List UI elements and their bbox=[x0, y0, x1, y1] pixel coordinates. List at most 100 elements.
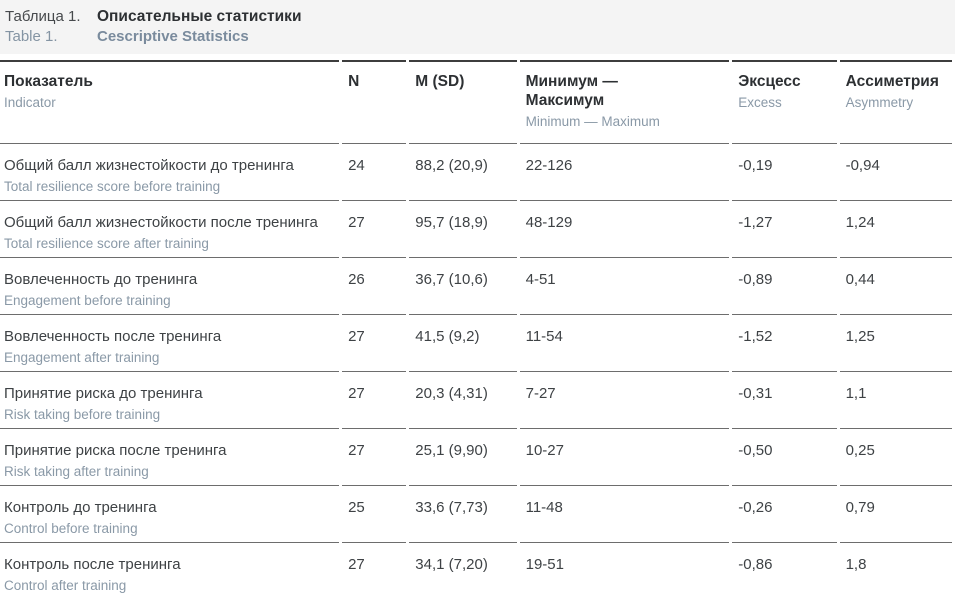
indicator-ru: Контроль после тренинга bbox=[4, 556, 181, 573]
indicator-en: Risk taking after training bbox=[4, 464, 149, 479]
table-row: Принятие риска после тренинга Risk takin… bbox=[0, 428, 952, 485]
caption-label-en: Table 1. bbox=[5, 28, 58, 45]
indicator-ru: Контроль до тренинга bbox=[4, 499, 157, 516]
excess-cell: -1,52 bbox=[732, 314, 837, 371]
col-header-minmax: Минимум — Максимум Minimum — Maximum bbox=[519, 60, 730, 143]
msd-cell: 88,2 (20,9) bbox=[409, 143, 517, 200]
minmax-cell: 22-126 bbox=[519, 143, 730, 200]
msd-cell: 25,1 (9,90) bbox=[409, 428, 517, 485]
table-row: Принятие риска до тренинга Risk taking b… bbox=[0, 371, 952, 428]
indicator-cell: Контроль после тренинга Control after tr… bbox=[0, 542, 340, 599]
indicator-en: Control after training bbox=[4, 578, 127, 593]
col-header-n: N bbox=[342, 60, 407, 143]
asymmetry-cell: 1,25 bbox=[839, 314, 952, 371]
indicator-en: Risk taking before training bbox=[4, 407, 161, 422]
indicator-cell: Контроль до тренинга Control before trai… bbox=[0, 485, 340, 542]
indicator-cell: Общий балл жизнестойкости после тренинга… bbox=[0, 200, 340, 257]
table-row: Общий балл жизнестойкости до тренинга To… bbox=[0, 143, 952, 200]
excess-cell: -0,26 bbox=[732, 485, 837, 542]
minmax-cell: 4-51 bbox=[519, 257, 730, 314]
indicator-en: Total resilience score after training bbox=[4, 236, 209, 251]
indicator-en: Engagement after training bbox=[4, 350, 160, 365]
indicator-cell: Общий балл жизнестойкости до тренинга To… bbox=[0, 143, 340, 200]
msd-cell: 36,7 (10,6) bbox=[409, 257, 517, 314]
col-header-minmax-ru: Минимум — Максимум bbox=[525, 73, 618, 109]
col-header-asymmetry-en: Asymmetry bbox=[845, 95, 914, 110]
indicator-ru: Вовлеченность после тренинга bbox=[4, 328, 222, 345]
minmax-cell: 11-54 bbox=[519, 314, 730, 371]
minmax-cell: 7-27 bbox=[519, 371, 730, 428]
msd-cell: 33,6 (7,73) bbox=[409, 485, 517, 542]
asymmetry-cell: 1,1 bbox=[839, 371, 952, 428]
col-header-excess-en: Excess bbox=[738, 95, 782, 110]
asymmetry-cell: 1,8 bbox=[839, 542, 952, 599]
indicator-cell: Принятие риска до тренинга Risk taking b… bbox=[0, 371, 340, 428]
indicator-cell: Вовлеченность после тренинга Engagement … bbox=[0, 314, 340, 371]
asymmetry-cell: 0,79 bbox=[839, 485, 952, 542]
table-row: Вовлеченность до тренинга Engagement bef… bbox=[0, 257, 952, 314]
excess-cell: -1,27 bbox=[732, 200, 837, 257]
indicator-ru: Общий балл жизнестойкости после тренинга bbox=[4, 214, 318, 231]
col-header-asymmetry: Ассиметрия Asymmetry bbox=[839, 60, 952, 143]
n-cell: 27 bbox=[342, 371, 407, 428]
table-row: Контроль до тренинга Control before trai… bbox=[0, 485, 952, 542]
minmax-cell: 48-129 bbox=[519, 200, 730, 257]
col-header-indicator-en: Indicator bbox=[4, 95, 56, 110]
n-cell: 24 bbox=[342, 143, 407, 200]
col-header-n-label: N bbox=[348, 73, 360, 90]
col-header-excess: Эксцесс Excess bbox=[732, 60, 837, 143]
col-header-indicator-ru: Показатель bbox=[4, 73, 93, 90]
indicator-ru: Принятие риска до тренинга bbox=[4, 385, 203, 402]
n-cell: 27 bbox=[342, 200, 407, 257]
excess-cell: -0,19 bbox=[732, 143, 837, 200]
n-cell: 25 bbox=[342, 485, 407, 542]
descriptive-statistics-table: Показатель Indicator N M (SD) Минимум — … bbox=[0, 60, 955, 599]
asymmetry-cell: 0,25 bbox=[839, 428, 952, 485]
excess-cell: -0,86 bbox=[732, 542, 837, 599]
minmax-cell: 19-51 bbox=[519, 542, 730, 599]
table-row: Общий балл жизнестойкости после тренинга… bbox=[0, 200, 952, 257]
indicator-ru: Вовлеченность до тренинга bbox=[4, 271, 198, 288]
col-header-asymmetry-ru: Ассиметрия bbox=[845, 73, 939, 90]
n-cell: 27 bbox=[342, 542, 407, 599]
col-header-msd-label: M (SD) bbox=[415, 73, 465, 90]
caption-row-en: Table 1. Cescriptive Statistics bbox=[5, 27, 955, 47]
caption-title-ru: Описательные статистики bbox=[97, 8, 302, 25]
table-header: Показатель Indicator N M (SD) Минимум — … bbox=[0, 60, 952, 143]
n-cell: 26 bbox=[342, 257, 407, 314]
col-header-excess-ru: Эксцесс bbox=[738, 73, 801, 90]
indicator-ru: Принятие риска после тренинга bbox=[4, 442, 227, 459]
caption-row-ru: Таблица 1. Описательные статистики bbox=[5, 7, 955, 27]
excess-cell: -0,31 bbox=[732, 371, 837, 428]
table-row: Вовлеченность после тренинга Engagement … bbox=[0, 314, 952, 371]
header-row: Показатель Indicator N M (SD) Минимум — … bbox=[0, 60, 952, 143]
minmax-cell: 11-48 bbox=[519, 485, 730, 542]
indicator-en: Total resilience score before training bbox=[4, 179, 221, 194]
msd-cell: 41,5 (9,2) bbox=[409, 314, 517, 371]
caption-title-en: Cescriptive Statistics bbox=[97, 28, 249, 45]
asymmetry-cell: 1,24 bbox=[839, 200, 952, 257]
msd-cell: 20,3 (4,31) bbox=[409, 371, 517, 428]
indicator-ru: Общий балл жизнестойкости до тренинга bbox=[4, 157, 294, 174]
asymmetry-cell: 0,44 bbox=[839, 257, 952, 314]
n-cell: 27 bbox=[342, 428, 407, 485]
table-body: Общий балл жизнестойкости до тренинга To… bbox=[0, 143, 952, 599]
minmax-cell: 10-27 bbox=[519, 428, 730, 485]
col-header-minmax-en: Minimum — Maximum bbox=[525, 114, 660, 129]
col-header-indicator: Показатель Indicator bbox=[0, 60, 340, 143]
asymmetry-cell: -0,94 bbox=[839, 143, 952, 200]
msd-cell: 34,1 (7,20) bbox=[409, 542, 517, 599]
caption-label-ru: Таблица 1. bbox=[5, 8, 81, 25]
excess-cell: -0,89 bbox=[732, 257, 837, 314]
indicator-cell: Вовлеченность до тренинга Engagement bef… bbox=[0, 257, 340, 314]
excess-cell: -0,50 bbox=[732, 428, 837, 485]
col-header-msd: M (SD) bbox=[409, 60, 517, 143]
n-cell: 27 bbox=[342, 314, 407, 371]
msd-cell: 95,7 (18,9) bbox=[409, 200, 517, 257]
indicator-en: Control before training bbox=[4, 521, 138, 536]
indicator-en: Engagement before training bbox=[4, 293, 171, 308]
indicator-cell: Принятие риска после тренинга Risk takin… bbox=[0, 428, 340, 485]
table-caption: Таблица 1. Описательные статистики Table… bbox=[0, 0, 955, 54]
table-row: Контроль после тренинга Control after tr… bbox=[0, 542, 952, 599]
